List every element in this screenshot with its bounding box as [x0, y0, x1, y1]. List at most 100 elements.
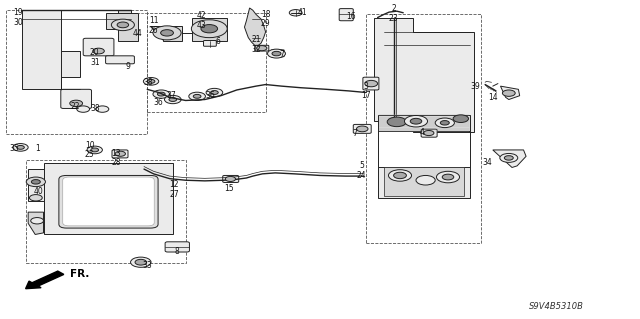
Bar [366, 14, 481, 243]
Circle shape [404, 115, 428, 127]
Circle shape [153, 26, 181, 40]
FancyBboxPatch shape [61, 89, 92, 108]
Circle shape [211, 91, 218, 94]
Circle shape [31, 218, 44, 224]
Text: 38: 38 [90, 104, 100, 113]
Circle shape [504, 156, 513, 160]
Polygon shape [22, 10, 80, 89]
Text: 34: 34 [483, 158, 493, 167]
Circle shape [191, 20, 227, 38]
Text: 40: 40 [33, 187, 44, 196]
Polygon shape [244, 8, 266, 46]
Text: 11
26: 11 26 [148, 16, 159, 35]
Circle shape [387, 117, 406, 127]
Text: FR.: FR. [70, 269, 90, 279]
Circle shape [257, 46, 267, 51]
Text: 1: 1 [35, 144, 40, 153]
FancyBboxPatch shape [255, 45, 269, 51]
Circle shape [91, 148, 99, 152]
Text: 19
30: 19 30 [13, 8, 23, 27]
Circle shape [77, 106, 90, 112]
Circle shape [143, 78, 159, 85]
Text: 35: 35 [9, 144, 19, 153]
Text: 36: 36 [205, 91, 215, 100]
Text: 41: 41 [297, 8, 307, 17]
Circle shape [388, 170, 412, 181]
FancyBboxPatch shape [63, 177, 154, 226]
Text: 10
25: 10 25 [84, 141, 95, 159]
FancyBboxPatch shape [165, 242, 189, 252]
FancyBboxPatch shape [106, 56, 134, 64]
Circle shape [189, 92, 205, 100]
Text: 42
43: 42 43 [196, 11, 207, 30]
Text: S9V4B5310B: S9V4B5310B [529, 302, 584, 311]
Text: 12
27: 12 27 [169, 181, 179, 199]
Circle shape [289, 10, 302, 16]
Bar [6, 10, 147, 134]
FancyBboxPatch shape [112, 150, 128, 158]
Circle shape [147, 79, 155, 83]
FancyBboxPatch shape [421, 129, 437, 137]
FancyBboxPatch shape [339, 9, 353, 21]
Text: 9: 9 [125, 63, 131, 71]
Circle shape [164, 95, 181, 104]
Circle shape [436, 171, 460, 183]
Circle shape [17, 145, 24, 149]
Circle shape [272, 51, 281, 56]
Circle shape [268, 49, 285, 58]
Polygon shape [384, 167, 464, 196]
Circle shape [161, 30, 173, 36]
FancyBboxPatch shape [353, 124, 371, 133]
Circle shape [442, 174, 454, 180]
Circle shape [117, 22, 129, 28]
Circle shape [416, 175, 435, 185]
Circle shape [131, 257, 151, 267]
Circle shape [169, 98, 177, 101]
Circle shape [502, 90, 515, 96]
Circle shape [440, 121, 449, 125]
Polygon shape [378, 167, 470, 198]
Circle shape [93, 48, 104, 54]
Circle shape [135, 259, 147, 265]
Text: 20
31: 20 31 [90, 48, 100, 67]
Text: 18
29: 18 29 [260, 10, 271, 28]
Text: 21
32: 21 32 [251, 35, 261, 54]
Text: 44: 44 [132, 29, 143, 38]
Polygon shape [28, 169, 44, 201]
Circle shape [157, 92, 165, 96]
Circle shape [115, 151, 125, 156]
Circle shape [153, 90, 170, 98]
FancyBboxPatch shape [59, 175, 158, 228]
Circle shape [193, 94, 201, 98]
Circle shape [29, 195, 42, 201]
Polygon shape [374, 18, 474, 132]
Text: 22: 22 [71, 102, 80, 111]
Text: 33: 33 [142, 261, 152, 270]
Polygon shape [106, 13, 138, 41]
Text: 7: 7 [279, 50, 284, 59]
Bar [26, 160, 186, 263]
Circle shape [87, 146, 102, 154]
Circle shape [424, 130, 434, 136]
Polygon shape [192, 18, 227, 41]
Text: 13
28: 13 28 [111, 149, 122, 167]
Polygon shape [378, 115, 470, 131]
Text: 3
17: 3 17 [361, 82, 371, 100]
Bar [147, 13, 266, 112]
Polygon shape [500, 86, 520, 100]
Circle shape [201, 25, 218, 33]
Circle shape [225, 176, 236, 182]
Text: 36: 36 [154, 98, 164, 107]
FancyBboxPatch shape [223, 175, 239, 182]
Circle shape [111, 19, 134, 31]
Circle shape [435, 118, 454, 128]
Circle shape [31, 180, 40, 184]
Text: 2
23: 2 23 [388, 4, 399, 23]
Polygon shape [28, 212, 44, 234]
Polygon shape [44, 163, 173, 234]
Polygon shape [150, 26, 182, 41]
FancyArrow shape [26, 271, 64, 289]
Text: 4: 4 [420, 128, 425, 137]
Text: 37: 37 [166, 91, 177, 100]
Circle shape [96, 106, 109, 112]
